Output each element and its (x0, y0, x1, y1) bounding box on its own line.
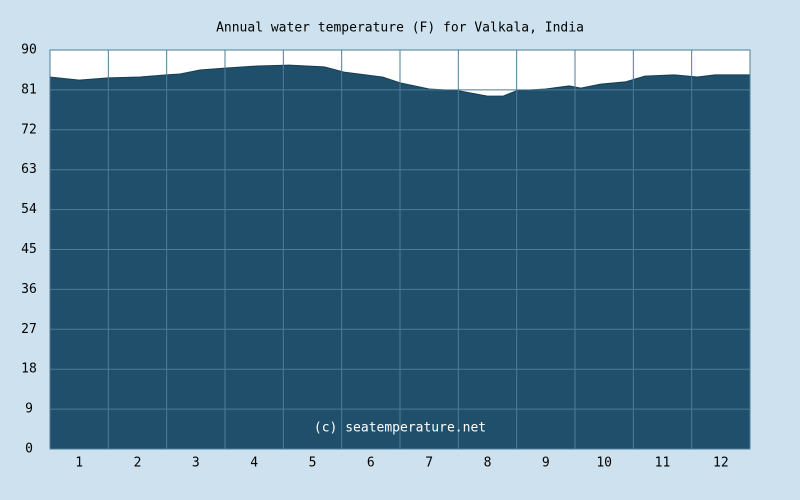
x-tick-label: 7 (425, 456, 433, 471)
y-tick-label: 72 (21, 122, 37, 137)
y-tick-label: 9 (25, 402, 33, 417)
x-tick-label: 9 (542, 456, 550, 471)
x-tick-label: 11 (655, 456, 671, 471)
y-tick-label: 36 (21, 282, 37, 297)
x-tick-label: 10 (596, 456, 612, 471)
x-tick-label: 6 (367, 456, 375, 471)
y-tick-label: 18 (21, 362, 37, 377)
y-tick-label: 63 (21, 162, 37, 177)
x-tick-label: 4 (250, 456, 258, 471)
x-tick-label: 8 (484, 456, 492, 471)
x-tick-label: 5 (309, 456, 317, 471)
y-tick-label: 45 (21, 242, 37, 257)
plot-frame (49, 49, 751, 450)
y-tick-label: 0 (25, 442, 33, 457)
y-tick-label: 81 (21, 82, 37, 97)
x-tick-label: 2 (134, 456, 142, 471)
watermark: (c) seatemperature.net (314, 421, 486, 436)
y-tick-label: 90 (21, 43, 37, 58)
y-tick-label: 27 (21, 322, 37, 337)
y-tick-label: 54 (21, 202, 37, 217)
chart-title: Annual water temperature (F) for Valkala… (216, 21, 584, 36)
x-tick-label: 1 (75, 456, 83, 471)
x-tick-label: 3 (192, 456, 200, 471)
x-tick-label: 12 (713, 456, 729, 471)
